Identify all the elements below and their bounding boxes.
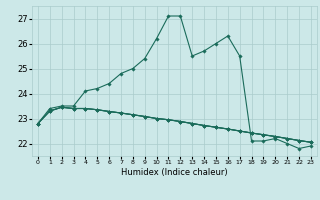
X-axis label: Humidex (Indice chaleur): Humidex (Indice chaleur) (121, 168, 228, 177)
